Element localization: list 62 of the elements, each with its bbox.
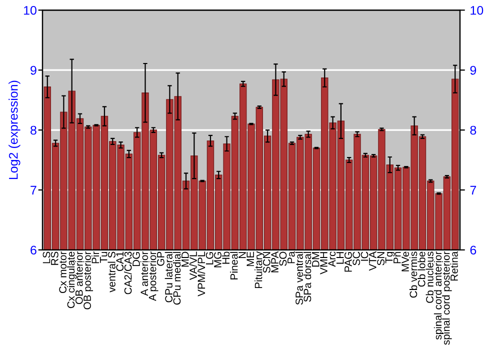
x-tick-label: N [238, 252, 246, 258]
x-tick-label: Retina [450, 251, 458, 281]
x-tick-label: Tg [385, 252, 395, 264]
y2-tick-label: 9 [470, 66, 476, 75]
x-tick-label: Cb nucleus [426, 252, 434, 303]
x-tick-label: GP [156, 252, 164, 266]
x-tick-label: VMH [320, 252, 328, 274]
y2-tick-label: 7 [470, 186, 476, 194]
y-tick-label: 7 [30, 186, 36, 194]
x-tick-label: CA2/CA3 [124, 252, 132, 294]
y2-tick-label: 8 [470, 126, 476, 135]
x-tick-label: CA1 [116, 252, 124, 272]
x-tick-label: SN [377, 252, 385, 266]
x-tick-label: CPu lateral [164, 252, 173, 302]
x-tick-label: DM [312, 252, 320, 267]
x-tick-label: MD [182, 252, 189, 267]
x-tick-label: CPu medial [173, 252, 181, 305]
x-tick-label: VTA [369, 251, 376, 271]
y-axis-title: Log2 (expression) [8, 80, 20, 180]
x-tick-label: OB posterior [83, 251, 94, 310]
x-tick-label: LS [42, 252, 50, 264]
x-tick-label: A posterior [148, 251, 158, 302]
x-tick-label: SPa dorsal [303, 252, 312, 302]
x-tick-label: Cx cingulate [67, 252, 77, 308]
x-tick-label: spinal cord anterior [434, 251, 444, 340]
y-tick-label: 6 [30, 246, 36, 255]
x-tick-label: Pir [91, 251, 100, 264]
x-tick-label: SO [279, 252, 287, 266]
x-tick-label: Cb lobe [418, 252, 426, 287]
x-tick-label: Pituitary [254, 251, 264, 288]
x-tick-label: MPA [271, 251, 278, 272]
x-tick-label: ME [246, 252, 254, 266]
x-tick-label: SC [352, 252, 360, 266]
y2-tick-label: 10 [470, 6, 484, 15]
x-tick-label: VA/VL [189, 252, 197, 280]
x-tick-label: SPa ventral [295, 252, 303, 305]
x-tick-label: Arc [328, 252, 336, 267]
x-tick-label: spinal cord posterior [442, 251, 452, 345]
x-tick-label: SCN [262, 252, 270, 273]
y-tick-label: 10 [24, 6, 36, 15]
x-tick-label: Pa [288, 251, 295, 264]
x-tick-label: Cb vermis [409, 252, 418, 298]
x-tick-label: Tu [100, 252, 108, 263]
y2-tick-label: 6 [470, 246, 476, 255]
x-tick-label: MG [214, 252, 222, 268]
x-tick-label: Pineal [230, 252, 238, 280]
x-tick-label: Pn [394, 252, 401, 264]
x-tick-label: RS [50, 252, 58, 265]
x-tick-label: MVe [402, 252, 409, 272]
x-tick-label: Cx motor [59, 251, 66, 294]
x-tick-label: ventral S [108, 252, 116, 292]
y-tick-label: 9 [30, 66, 36, 75]
x-tick-label: VPM/VPL [197, 252, 206, 296]
x-tick-label: A anterior [140, 251, 148, 296]
x-tick-label: DG [132, 252, 140, 266]
y-tick-label: 8 [30, 126, 36, 135]
x-tick-label: IC [360, 252, 368, 261]
x-tick-label: Hb [222, 252, 230, 264]
x-tick-label: OB anterior [75, 251, 83, 304]
x-tick-label: LG [206, 252, 214, 264]
x-tick-label: LH [336, 252, 344, 264]
x-tick-label: PAG [344, 252, 352, 272]
